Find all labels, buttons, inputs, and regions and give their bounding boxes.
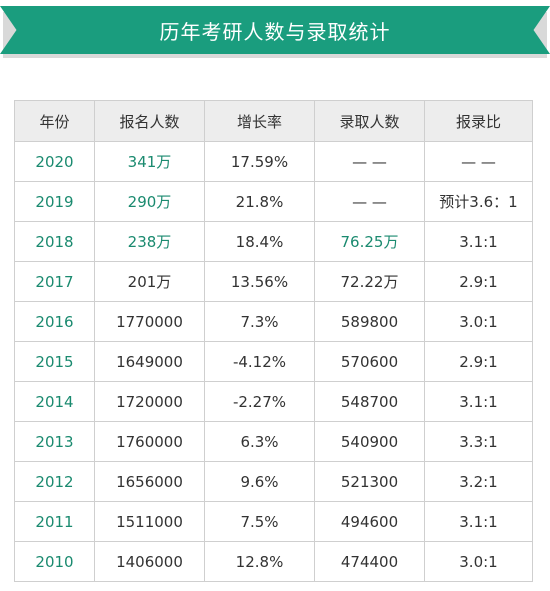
cell-ratio: 3.0:1 — [424, 541, 533, 582]
table-row: 2012 1656000 9.6% 521300 3.2:1 — [14, 461, 533, 502]
stats-table: 年份 报名人数 增长率 录取人数 报录比 2020 341万 17.59% — — — … — [14, 100, 533, 582]
header-ratio: 报录比 — [424, 100, 533, 142]
table-row: 2010 1406000 12.8% 474400 3.0:1 — [14, 541, 533, 582]
cell-year: 2014 — [14, 381, 95, 422]
cell-year: 2015 — [14, 341, 95, 382]
table-row: 2019 290万 21.8% — — 预计3.6：1 — [14, 181, 533, 222]
cell-admitted: 548700 — [314, 381, 425, 422]
cell-applicants: 1760000 — [94, 421, 205, 462]
cell-admitted: — — — [314, 181, 425, 222]
cell-admitted: 570600 — [314, 341, 425, 382]
table-header-row: 年份 报名人数 增长率 录取人数 报录比 — [14, 100, 533, 142]
cell-ratio: 2.9:1 — [424, 341, 533, 382]
cell-ratio: 3.2:1 — [424, 461, 533, 502]
cell-applicants: 1406000 — [94, 541, 205, 582]
table-row: 2014 1720000 -2.27% 548700 3.1:1 — [14, 381, 533, 422]
cell-year: 2011 — [14, 501, 95, 542]
cell-ratio: 3.1:1 — [424, 221, 533, 262]
cell-applicants: 1770000 — [94, 301, 205, 342]
cell-applicants: 290万 — [94, 181, 205, 222]
cell-admitted: 589800 — [314, 301, 425, 342]
header-year: 年份 — [14, 100, 95, 142]
cell-admitted: 76.25万 — [314, 221, 425, 262]
title-banner: 历年考研人数与录取统计 — [0, 0, 550, 62]
header-admitted: 录取人数 — [314, 100, 425, 142]
cell-growth: -4.12% — [204, 341, 315, 382]
cell-applicants: 341万 — [94, 141, 205, 182]
header-applicants: 报名人数 — [94, 100, 205, 142]
cell-applicants: 1656000 — [94, 461, 205, 502]
cell-growth: 7.5% — [204, 501, 315, 542]
stats-table-container: 年份 报名人数 增长率 录取人数 报录比 2020 341万 17.59% — — — … — [14, 100, 533, 582]
table-body: 2020 341万 17.59% — — — —2019 290万 21.8% — — 预计3.… — [14, 141, 533, 582]
cell-ratio: 3.3:1 — [424, 421, 533, 462]
table-row: 2016 1770000 7.3% 589800 3.0:1 — [14, 301, 533, 342]
cell-growth: 7.3% — [204, 301, 315, 342]
cell-growth: 21.8% — [204, 181, 315, 222]
table-row: 2013 1760000 6.3% 540900 3.3:1 — [14, 421, 533, 462]
table-row: 2020 341万 17.59% — — — — — [14, 141, 533, 182]
table-row: 2015 1649000 -4.12% 570600 2.9:1 — [14, 341, 533, 382]
cell-growth: 6.3% — [204, 421, 315, 462]
cell-year: 2012 — [14, 461, 95, 502]
table-row: 2017 201万 13.56% 72.22万 2.9:1 — [14, 261, 533, 302]
cell-year: 2020 — [14, 141, 95, 182]
cell-admitted: 540900 — [314, 421, 425, 462]
banner-ribbon: 历年考研人数与录取统计 — [0, 6, 550, 54]
cell-admitted: 474400 — [314, 541, 425, 582]
cell-growth: 17.59% — [204, 141, 315, 182]
cell-applicants: 1511000 — [94, 501, 205, 542]
cell-growth: 13.56% — [204, 261, 315, 302]
cell-ratio: 3.1:1 — [424, 501, 533, 542]
header-growth: 增长率 — [204, 100, 315, 142]
cell-applicants: 1720000 — [94, 381, 205, 422]
cell-applicants: 238万 — [94, 221, 205, 262]
cell-year: 2019 — [14, 181, 95, 222]
cell-ratio: 3.0:1 — [424, 301, 533, 342]
cell-growth: 18.4% — [204, 221, 315, 262]
cell-ratio: — — — [424, 141, 533, 182]
cell-growth: -2.27% — [204, 381, 315, 422]
cell-applicants: 1649000 — [94, 341, 205, 382]
cell-year: 2018 — [14, 221, 95, 262]
cell-ratio: 2.9:1 — [424, 261, 533, 302]
cell-admitted: 72.22万 — [314, 261, 425, 302]
cell-admitted: — — — [314, 141, 425, 182]
cell-year: 2010 — [14, 541, 95, 582]
cell-ratio: 预计3.6：1 — [424, 181, 533, 222]
cell-year: 2013 — [14, 421, 95, 462]
cell-ratio: 3.1:1 — [424, 381, 533, 422]
cell-admitted: 494600 — [314, 501, 425, 542]
page-title: 历年考研人数与录取统计 — [159, 19, 391, 44]
table-row: 2011 1511000 7.5% 494600 3.1:1 — [14, 501, 533, 542]
cell-applicants: 201万 — [94, 261, 205, 302]
cell-year: 2017 — [14, 261, 95, 302]
cell-admitted: 521300 — [314, 461, 425, 502]
cell-growth: 9.6% — [204, 461, 315, 502]
cell-growth: 12.8% — [204, 541, 315, 582]
table-row: 2018 238万 18.4% 76.25万 3.1:1 — [14, 221, 533, 262]
cell-year: 2016 — [14, 301, 95, 342]
